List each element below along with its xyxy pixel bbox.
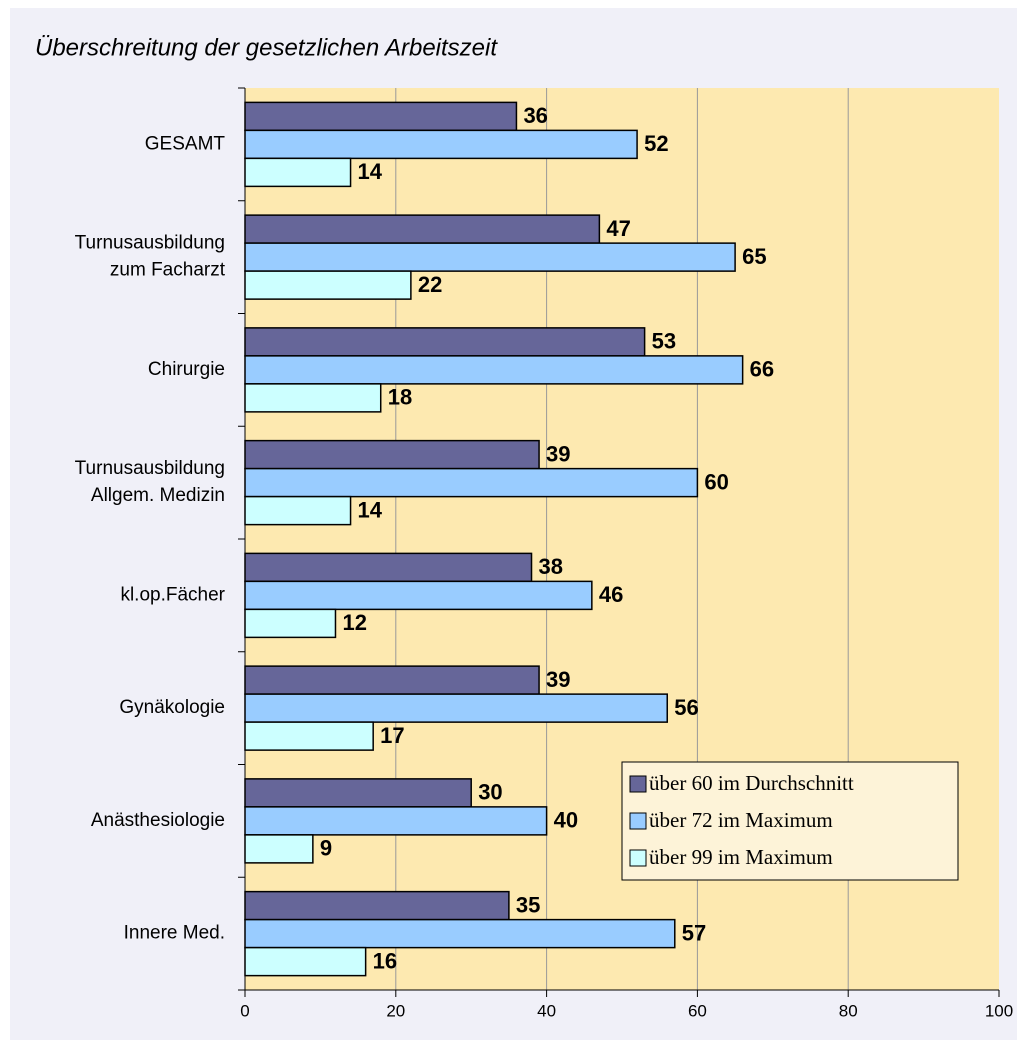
bar [244,467,699,498]
bar [244,890,510,921]
value-label: 52 [644,131,668,156]
legend-label: über 99 im Maximum [649,845,833,869]
x-tick-label: 20 [386,1001,405,1020]
y-tick-label: GESAMT [145,133,226,154]
x-tick-label: 100 [985,1001,1013,1020]
bar [244,101,518,132]
bar [244,270,412,300]
value-label: 47 [606,216,630,241]
bars: GESAMT 36 52 14 Turnusausbildung zum Facharzt… [75,101,774,977]
legend-label: über 60 im Durchschnitt [649,771,854,795]
value-label: 39 [546,441,570,466]
bar [244,580,593,611]
y-tick-label: Chirurgie [148,359,225,380]
value-label: 40 [554,808,578,833]
y-tick-label: kl.op.Fächer [120,584,225,605]
value-label: 56 [674,695,698,720]
legend: über 60 im Durchschnitt über 72 im Maximu… [621,761,959,881]
bar [244,242,736,272]
value-label: 30 [478,780,502,805]
value-label: 53 [652,329,676,354]
bar [244,778,472,808]
x-tick-label: 60 [688,1001,707,1020]
bar [244,693,668,723]
bar [244,946,367,977]
value-label: 12 [342,610,366,635]
x-tick-label: 40 [537,1001,556,1020]
bar [244,157,352,188]
bar [244,495,352,526]
value-label: 38 [539,554,563,579]
bar [244,665,540,695]
legend-label: über 72 im Maximum [649,808,833,832]
y-tick-label: Turnusausbildung Allgem. Medizin [75,458,225,506]
chart-title: Überschreitung der gesetzlichen Arbeitsz… [35,34,498,61]
legend-swatch [629,849,647,867]
legend-swatch [629,775,647,793]
value-label: 14 [358,159,383,184]
bar [244,355,744,385]
bar [244,129,638,160]
bar [244,918,676,949]
bar [244,806,548,836]
value-label: 22 [418,272,442,297]
value-label: 18 [388,385,412,410]
bar [244,214,601,244]
value-label: 17 [380,723,404,748]
bar [244,834,314,864]
bar [244,552,533,583]
value-label: 46 [599,582,623,607]
x-tick-label: 80 [839,1001,858,1020]
value-label: 65 [742,244,766,269]
legend-swatch [629,812,647,830]
value-label: 57 [682,920,706,945]
value-label: 60 [704,469,728,494]
value-label: 9 [320,836,332,861]
y-tick-label: Innere Med. [124,923,225,944]
value-label: 14 [358,497,383,522]
x-tick-label: 0 [240,1001,249,1020]
bar [244,608,337,639]
value-label: 35 [516,892,540,917]
y-tick-label: Turnusausbildung zum Facharzt [75,233,226,281]
value-label: 39 [546,667,570,692]
bar [244,327,646,357]
value-label: 36 [523,103,547,128]
y-tick-label: Anästhesiologie [91,810,225,831]
bar [244,383,382,413]
value-label: 16 [373,948,397,973]
legend-box [621,761,959,881]
bar [244,439,540,470]
y-tick-label: Gynäkologie [119,697,225,718]
bar [244,721,374,751]
value-label: 66 [750,357,774,382]
